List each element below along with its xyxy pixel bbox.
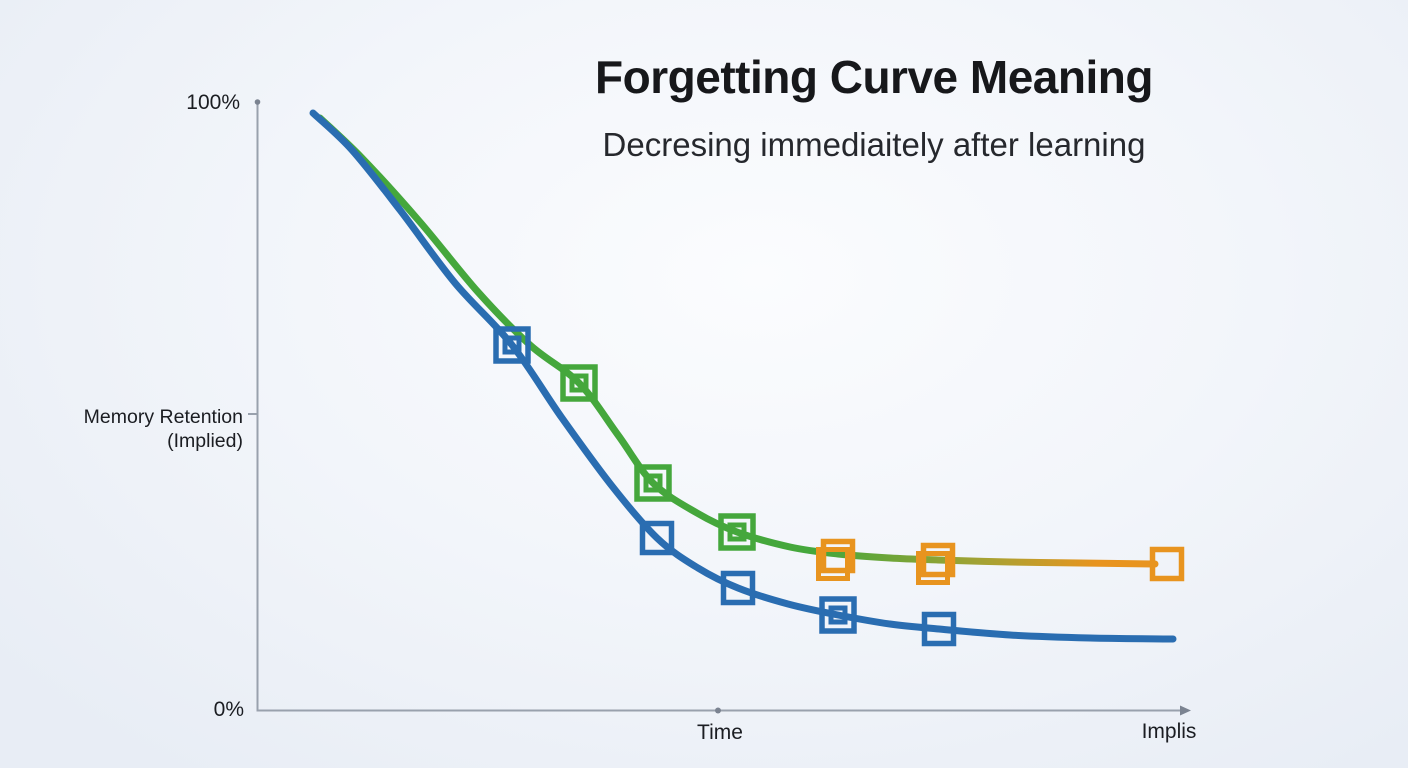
y-axis-label-line1: Memory Retention [83, 406, 243, 428]
lower-curve-blue-marker [493, 326, 531, 364]
x-axis-arrowhead [1180, 705, 1191, 716]
lower-curve-blue-line [309, 109, 1177, 643]
x-axis-time-tick [715, 707, 721, 714]
chart-title: Forgetting Curve Meaning [595, 51, 1153, 103]
x-axis-label-time: Time [697, 721, 743, 744]
upper-curve-green-to-orange-line [316, 114, 1159, 568]
upper-curve-green-to-orange-marker [816, 538, 856, 581]
lower-curve-blue-marker [819, 596, 857, 634]
upper-curve-green-to-orange-marker [718, 513, 756, 551]
series-layer [309, 109, 1185, 647]
upper-curve-green-to-orange-marker [1149, 546, 1185, 582]
lower-curve-blue-marker [720, 570, 756, 606]
lower-curve-blue-marker [921, 611, 957, 647]
y-axis-top-tick [254, 99, 261, 105]
upper-curve-green-to-orange-marker [916, 542, 956, 585]
upper-curve-green-to-orange-marker [634, 464, 672, 502]
y-tick-label-100: 100% [186, 91, 240, 114]
upper-curve-green-to-orange-marker [560, 364, 598, 402]
y-axis-label-line2: (Implied) [167, 430, 243, 452]
chart-header: Forgetting Curve Meaning Decresing immed… [340, 50, 1408, 164]
chart-subtitle: Decresing immediaitely after learning [602, 126, 1146, 163]
y-axis-label: Memory Retention (Implied) [60, 405, 243, 453]
x-axis-label-implis: Implis [1141, 720, 1197, 743]
axes [248, 99, 1191, 716]
y-tick-label-0: 0% [213, 698, 244, 721]
lower-curve-blue-marker [639, 520, 675, 556]
